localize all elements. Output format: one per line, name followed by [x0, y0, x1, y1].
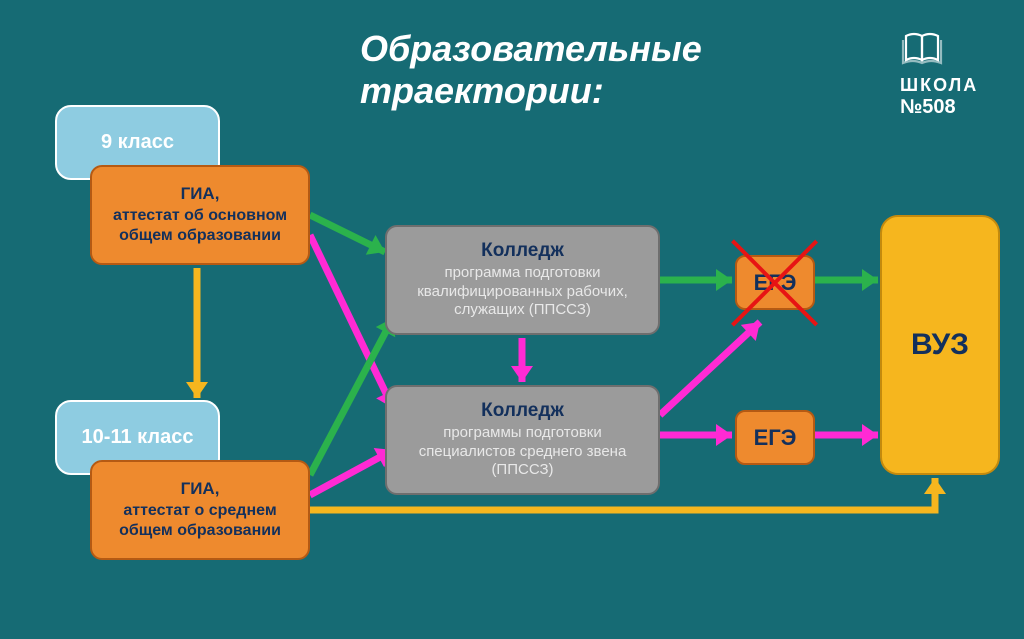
book-icon	[900, 30, 946, 70]
node-vuz: ВУЗ	[880, 215, 1000, 475]
node-subtitle: аттестат о среднем общем образовании	[102, 501, 298, 541]
node-gia1: ГИА,аттестат об основном общем образован…	[90, 165, 310, 265]
node-subtitle: аттестат об основном общем образовании	[102, 206, 298, 246]
page-title: Образовательные траектории:	[360, 28, 702, 112]
node-label: 10-11 класс	[82, 426, 194, 449]
logo-line1: ШКОЛА	[900, 75, 978, 96]
node-title: Колледж	[481, 400, 564, 422]
node-subtitle: программа подготовки квалифицированных р…	[397, 264, 648, 320]
node-gia2: ГИА,аттестат о среднем общем образовании	[90, 460, 310, 560]
node-label: 9 класс	[101, 131, 174, 154]
diagram-stage: Образовательные траектории: ШКОЛА№508 9 кл…	[0, 0, 1024, 639]
node-label: ЕГЭ	[754, 425, 797, 451]
node-college2: Колледжпрограммы подготовки специалистов…	[385, 385, 660, 495]
node-ege: ЕГЭ	[735, 410, 815, 465]
node-title: Колледж	[481, 240, 564, 262]
node-college1: Колледжпрограмма подготовки квалифициров…	[385, 225, 660, 335]
node-title: ГИА,	[181, 184, 220, 204]
node-label: ВУЗ	[911, 328, 969, 362]
node-title: ГИА,	[181, 479, 220, 499]
school-logo: ШКОЛА№508	[900, 30, 978, 119]
node-subtitle: программы подготовки специалистов средне…	[397, 424, 648, 480]
logo-line2: №508	[900, 96, 978, 119]
